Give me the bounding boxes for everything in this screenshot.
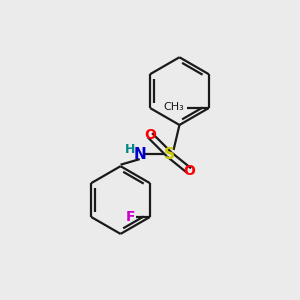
Text: N: N xyxy=(133,147,146,162)
Text: CH₃: CH₃ xyxy=(164,103,184,112)
Text: F: F xyxy=(126,210,135,224)
Text: O: O xyxy=(144,128,156,142)
Text: H: H xyxy=(125,142,136,156)
Text: S: S xyxy=(164,147,175,162)
Text: O: O xyxy=(183,164,195,178)
